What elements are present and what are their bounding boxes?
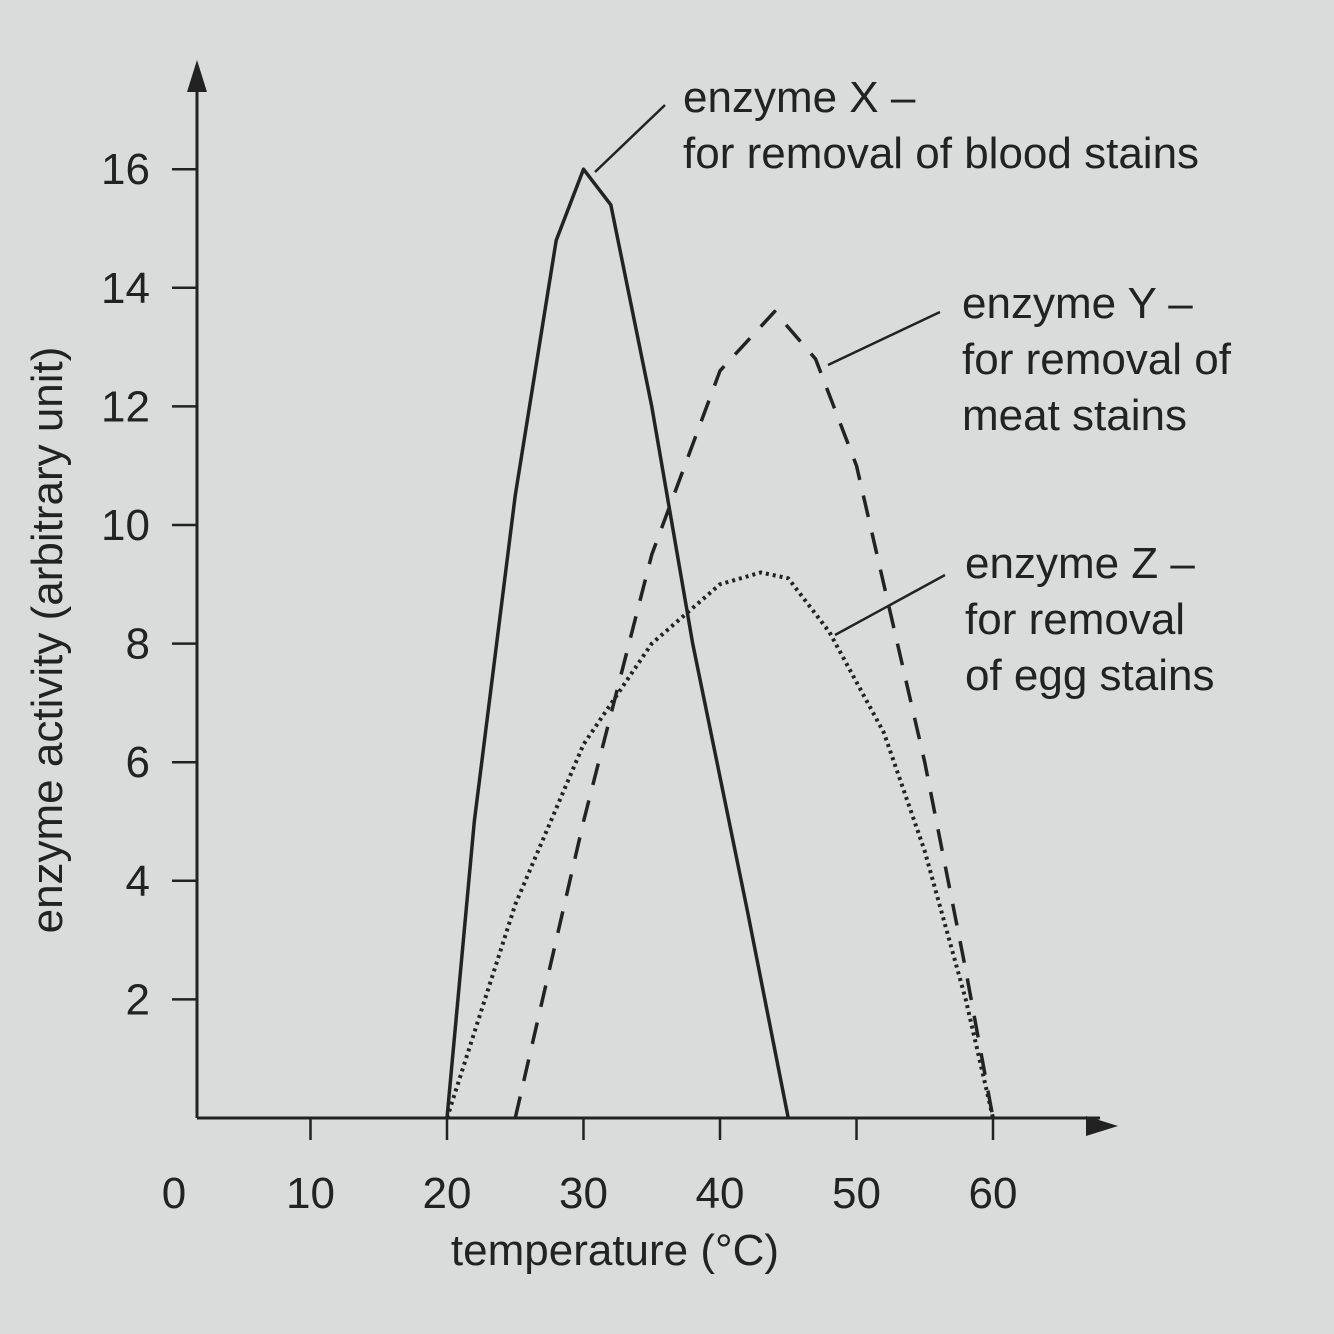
series-line: [445, 167, 790, 1119]
y-tick-label: 8: [126, 620, 150, 669]
annotation: for removal of blood stains: [683, 129, 1199, 178]
y-axis-label: enzyme activity (arbitrary unit): [23, 347, 72, 934]
series-line: [513, 309, 995, 1119]
annotation: enzyme Z –: [965, 539, 1195, 588]
y-tick-label: 6: [126, 738, 150, 787]
y-tick-label: 4: [126, 857, 150, 906]
annotation: meat stains: [962, 391, 1187, 440]
y-tick-label: 16: [101, 145, 150, 194]
annotation: for removal: [965, 595, 1185, 644]
y-axis-arrow: [187, 60, 207, 92]
annotation: enzyme Y –: [962, 279, 1193, 328]
x-tick-label: 0: [162, 1169, 186, 1218]
leader-line: [594, 104, 666, 173]
y-tick-label: 2: [126, 975, 150, 1024]
x-axis-arrow: [1086, 1116, 1118, 1136]
y-tick-label: 12: [101, 382, 150, 431]
x-axis-label: temperature (°C): [451, 1226, 779, 1275]
leader-line: [834, 573, 946, 637]
x-tick-label: 10: [286, 1169, 335, 1218]
annotation: for removal of: [962, 335, 1232, 384]
x-tick-label: 40: [696, 1169, 745, 1218]
leader-lines: [594, 104, 946, 637]
series-line: [445, 570, 995, 1119]
x-tick-label: 30: [559, 1169, 608, 1218]
leader-line: [827, 310, 941, 367]
x-tick-label: 60: [969, 1169, 1018, 1218]
x-tick-label: 20: [423, 1169, 472, 1218]
annotation: of egg stains: [965, 651, 1215, 700]
y-tick-label: 14: [101, 264, 150, 313]
y-tick-label: 10: [101, 501, 150, 550]
annotation: enzyme X –: [683, 73, 916, 122]
x-tick-label: 50: [832, 1169, 881, 1218]
